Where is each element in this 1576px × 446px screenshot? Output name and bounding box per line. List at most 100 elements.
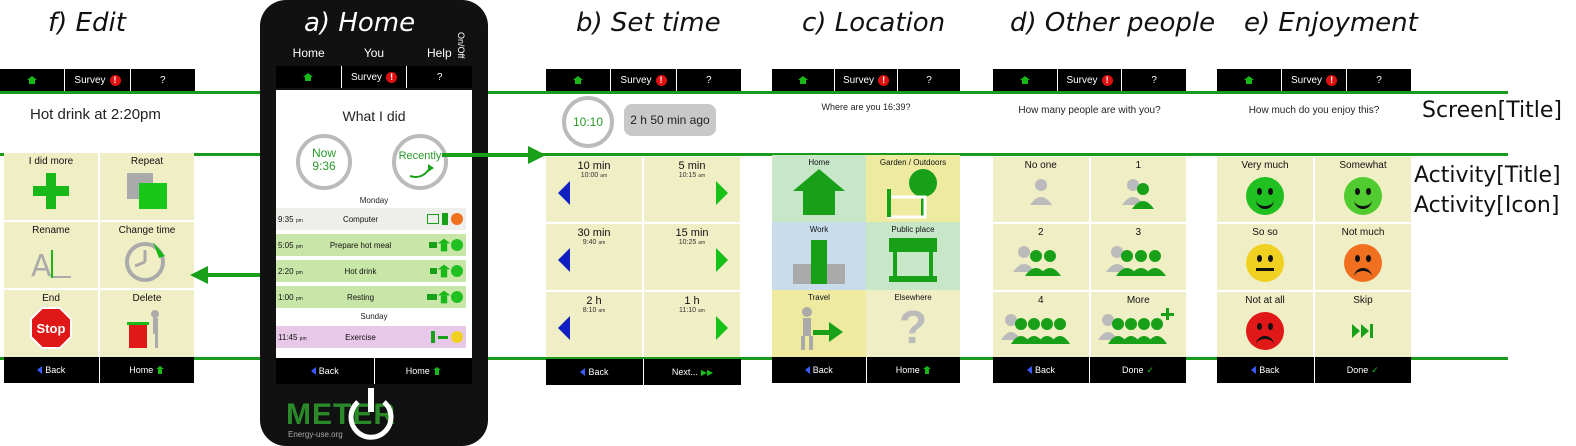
nav-help[interactable]: Help [426, 46, 452, 60]
enjoy-not-much-cell[interactable]: Not much [1315, 224, 1411, 290]
survey-tab[interactable]: Survey! [342, 66, 408, 88]
help-tab[interactable]: ? [1376, 74, 1382, 86]
help-tab[interactable]: ? [160, 74, 166, 86]
enjoy-somewhat-cell[interactable]: Somewhat [1315, 157, 1411, 223]
activity-row[interactable]: 1:00 pm Resting [276, 286, 466, 308]
help-tab[interactable]: ? [1151, 74, 1157, 86]
back-button[interactable]: Back [1217, 357, 1315, 383]
location-grid: Home Garden / Outdoors Work Public place… [772, 155, 960, 357]
home-tab[interactable] [1217, 69, 1282, 91]
enjoy-not-at-all-cell[interactable]: Not at all [1217, 291, 1313, 357]
recently-clock-icon[interactable] [392, 134, 448, 190]
right-arrow-icon [716, 248, 728, 273]
people-three-cell[interactable]: 3 [1090, 224, 1186, 290]
right-arrow-icon [716, 181, 728, 205]
help-tab[interactable]: ? [436, 71, 443, 83]
enjoy-so-so-cell[interactable]: So so [1217, 224, 1313, 290]
edit-delete-cell[interactable]: Delete [100, 290, 194, 357]
time-option-cell[interactable]: 2 h 8:10 am [546, 291, 642, 357]
home-tab[interactable] [772, 69, 835, 91]
people-four-cell[interactable]: 4 [993, 291, 1089, 357]
sad-face-icon [1344, 244, 1382, 283]
people-one-cell[interactable]: 1 [1090, 157, 1186, 223]
time-option-cell[interactable]: 5 min 10:15 am [644, 157, 740, 223]
activity-row[interactable]: 2:20 pm Hot drink [276, 260, 466, 282]
left-arrow-icon [558, 248, 570, 273]
activity-top-line [0, 153, 1508, 156]
location-travel-cell[interactable]: Travel [772, 289, 866, 357]
home-button[interactable]: Home [375, 358, 473, 384]
help-tab[interactable]: ? [926, 74, 932, 86]
back-button[interactable]: Back [546, 359, 644, 385]
skip-icon [1352, 323, 1373, 338]
people-none-cell[interactable]: No one [993, 157, 1089, 223]
tree-icon [887, 169, 937, 219]
right-arrow-icon [716, 315, 728, 340]
alert-icon: ! [386, 71, 398, 83]
next-button[interactable]: Next... ▶▶ [671, 367, 714, 377]
neutral-face-icon [1246, 244, 1284, 283]
panel-title-other-people: d) Other people [1010, 8, 1216, 38]
panel-title-location: c) Location [802, 8, 946, 38]
back-button[interactable]: Back [772, 357, 867, 383]
enjoy-skip-cell[interactable]: Skip [1315, 291, 1411, 357]
home-icon [573, 76, 584, 84]
elapsed-badge: 2 h 50 min ago [624, 104, 716, 136]
survey-tab[interactable]: Survey! [835, 69, 898, 91]
help-tab[interactable]: ? [706, 74, 712, 86]
activity-row[interactable]: 11:45 pm Exercise [276, 326, 466, 348]
back-button[interactable]: Back [4, 357, 100, 383]
now-clock-icon[interactable] [296, 134, 352, 190]
clock-change-icon [125, 241, 165, 282]
meter-logo-sub: Energy-use.org [288, 430, 343, 439]
survey-tab[interactable]: Survey! [1282, 69, 1347, 91]
home-tab[interactable] [546, 69, 612, 91]
survey-tab[interactable]: Survey! [1058, 69, 1123, 91]
panel-title-edit: f) Edit [48, 8, 126, 38]
arrow-icon [438, 335, 448, 339]
time-option-cell[interactable]: 10 min 10:00 am [546, 157, 642, 223]
home-button[interactable]: Home [867, 357, 961, 383]
survey-tab[interactable]: Survey! [65, 69, 131, 91]
power-button-icon[interactable] [344, 384, 398, 442]
edit-repeat-cell[interactable]: Repeat [100, 153, 194, 220]
back-button[interactable]: Back [276, 358, 375, 384]
home-icon [432, 367, 441, 375]
edit-more-cell[interactable]: I did more [4, 153, 98, 220]
nav-you[interactable]: You [363, 46, 385, 60]
location-home-cell[interactable]: Home [772, 155, 866, 223]
other-people-question: How many people are with you? [1018, 105, 1161, 116]
location-garden-cell[interactable]: Garden / Outdoors [866, 155, 960, 223]
location-work-cell[interactable]: Work [772, 222, 866, 290]
edit-rename-cell[interactable]: Rename A [4, 221, 98, 289]
time-option-cell[interactable]: 15 min 10:25 am [644, 224, 740, 290]
survey-tab[interactable]: Survey! [611, 69, 677, 91]
time-option-cell[interactable]: 30 min 9:40 am [546, 224, 642, 290]
home-tab[interactable] [993, 69, 1058, 91]
activity-bottom-line [0, 357, 1508, 360]
panel-title-set-time: b) Set time [576, 8, 721, 38]
done-button[interactable]: Done ✓ [1346, 364, 1379, 376]
edit-change-time-cell[interactable]: Change time [100, 221, 194, 289]
home-tab[interactable] [0, 69, 66, 91]
home-tab[interactable] [276, 66, 342, 88]
nav-home[interactable]: Home [292, 46, 325, 60]
location-public-cell[interactable]: Public place [866, 222, 960, 290]
back-button[interactable]: Back [993, 357, 1090, 383]
people-two-cell[interactable]: 2 [993, 224, 1089, 290]
done-button[interactable]: Done ✓ [1121, 364, 1155, 376]
activity-row[interactable]: 9:35 pm Computer [276, 208, 466, 230]
home-button[interactable]: Home [100, 357, 195, 383]
time-option-cell[interactable]: 1 h 11:10 am [644, 291, 740, 357]
arrow-to-set-time [442, 146, 546, 164]
home-icon [437, 238, 451, 252]
back-arrow-icon [1026, 366, 1032, 374]
location-elsewhere-cell[interactable]: Elsewhere? [866, 289, 960, 357]
edit-end-cell[interactable]: End Stop [4, 290, 98, 357]
enjoy-very-much-cell[interactable]: Very much [1217, 157, 1313, 223]
edit-screen-title: Hot drink at 2:20pm [30, 106, 161, 123]
svg-text:Stop: Stop [37, 321, 66, 336]
activity-row[interactable]: 5:05 pm Prepare hot meal [276, 234, 466, 256]
very-happy-face-icon [1246, 177, 1284, 215]
people-more-cell[interactable]: More [1090, 291, 1186, 357]
